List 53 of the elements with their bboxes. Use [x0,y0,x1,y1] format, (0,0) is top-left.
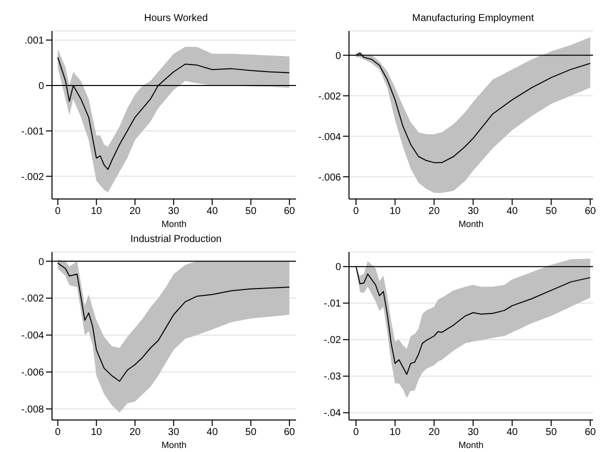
x-axis-title: Month [161,440,187,450]
y-tick-label: -.004 [318,132,342,143]
x-tick-label: 10 [390,206,402,218]
x-tick-label: 60 [284,206,296,218]
y-tick-label: -.001 [21,126,44,138]
y-tick-label: 0 [38,256,44,268]
x-tick-label: 50 [245,206,257,218]
y-tick-label: 0 [335,262,342,274]
x-tick-label: 60 [584,427,596,438]
x-tick-label: 30 [468,206,480,218]
y-tick-label: 0 [38,81,44,92]
x-axis-title: Month [458,219,484,229]
y-tick-label: -.002 [21,294,44,305]
x-tick-label: 20 [129,427,142,438]
x-tick-label: 20 [129,206,142,218]
x-tick-label: 10 [90,427,102,438]
chart-title: Manufacturing Employment [411,12,535,26]
x-tick-label: 60 [584,206,596,218]
y-tick-label: -.04 [324,408,342,420]
y-tick-label: 0 [335,50,342,62]
x-tick-label: 50 [546,206,558,218]
chart-title: Hours Worked [143,12,209,26]
x-tick-label: 0 [353,206,360,218]
y-tick-label: .001 [24,36,44,47]
x-tick-label: 20 [428,206,440,218]
x-tick-label: 30 [168,427,180,438]
x-tick-label: 40 [506,206,518,218]
x-tick-label: 30 [168,206,180,218]
y-tick-label: -.002 [318,91,342,102]
x-tick-label: 10 [390,427,402,438]
x-tick-label: 60 [284,427,296,438]
x-tick-label: 30 [468,427,480,438]
y-tick-label: -.006 [21,368,44,379]
x-tick-label: 50 [546,427,558,438]
x-tick-label: 40 [506,427,518,438]
x-tick-label: 20 [428,427,440,438]
x-tick-label: 40 [206,427,218,438]
x-tick-label: 40 [206,206,218,218]
x-tick-label: 0 [55,427,62,438]
chart-title: Industrial Production [129,233,223,247]
y-tick-label: -.006 [318,172,342,184]
x-tick-label: 50 [245,427,257,438]
x-tick-label: 10 [90,206,102,218]
x-tick-label: 0 [55,206,62,218]
x-axis-title: Month [161,219,187,229]
y-tick-label: -.002 [21,172,44,183]
y-tick-label: -.02 [324,335,342,346]
x-tick-label: 0 [353,427,360,438]
x-axis-title: Month [458,440,484,450]
y-tick-label: -.004 [21,330,44,342]
y-tick-label: -.03 [324,372,342,383]
y-tick-label: -.01 [324,298,342,310]
y-tick-label: -.008 [21,404,44,416]
